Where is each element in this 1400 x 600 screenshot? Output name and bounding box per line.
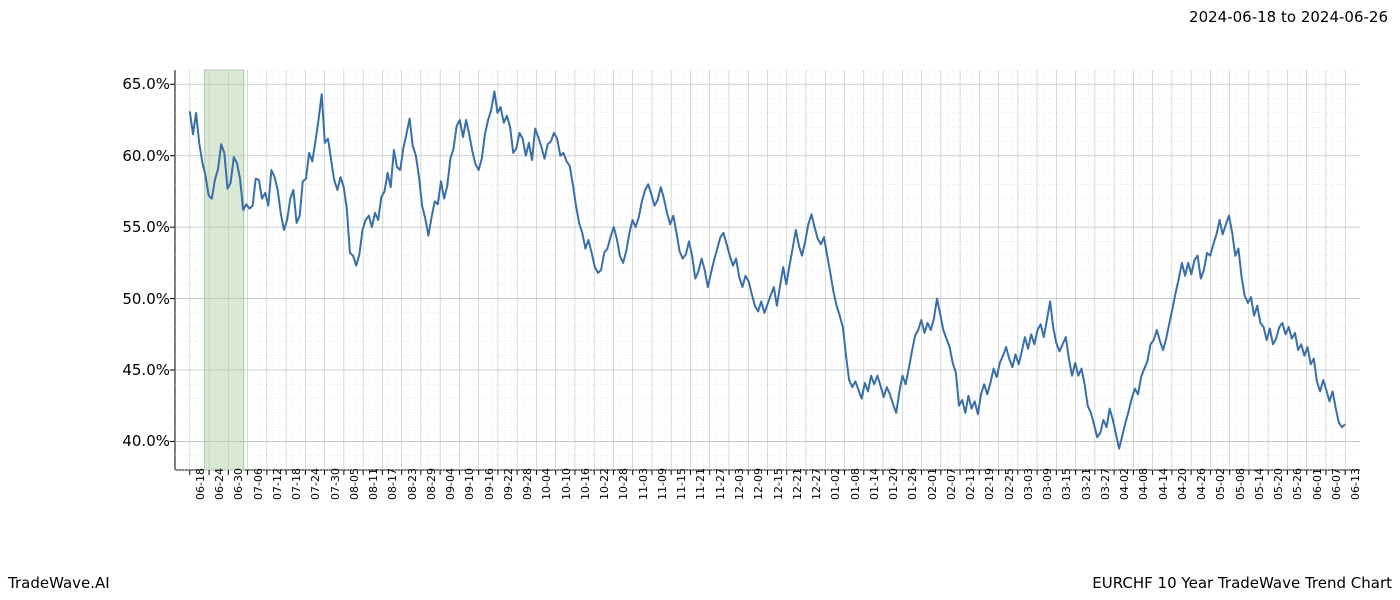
x-tick-label: 06-18 (194, 468, 207, 518)
y-tick-label: 45.0% (80, 361, 170, 379)
x-tick-label: 04-26 (1195, 468, 1208, 518)
y-tick-label: 65.0% (80, 75, 170, 93)
x-tick-label: 08-23 (406, 468, 419, 518)
x-tick-label: 07-30 (329, 468, 342, 518)
x-tick-label: 09-28 (521, 468, 534, 518)
x-tick-label: 10-28 (617, 468, 630, 518)
x-tick-label: 07-06 (252, 468, 265, 518)
x-tick-label: 03-15 (1060, 468, 1073, 518)
x-tick-label: 12-21 (791, 468, 804, 518)
y-tick-label: 40.0% (80, 432, 170, 450)
brand-label: TradeWave.AI (8, 574, 110, 592)
x-tick-label: 11-09 (656, 468, 669, 518)
x-tick-label: 06-13 (1349, 468, 1362, 518)
x-tick-label: 07-12 (271, 468, 284, 518)
x-tick-label: 09-22 (502, 468, 515, 518)
x-tick-label: 05-14 (1253, 468, 1266, 518)
x-tick-label: 01-02 (829, 468, 842, 518)
x-tick-label: 12-15 (772, 468, 785, 518)
date-range-label: 2024-06-18 to 2024-06-26 (1189, 8, 1388, 26)
y-tick-label: 60.0% (80, 147, 170, 165)
x-tick-label: 05-26 (1291, 468, 1304, 518)
x-tick-label: 02-25 (1003, 468, 1016, 518)
x-tick-label: 06-01 (1311, 468, 1324, 518)
x-tick-label: 06-07 (1330, 468, 1343, 518)
x-tick-label: 02-01 (926, 468, 939, 518)
x-tick-label: 09-04 (444, 468, 457, 518)
x-tick-label: 04-14 (1157, 468, 1170, 518)
x-tick-label: 05-08 (1234, 468, 1247, 518)
x-tick-label: 01-08 (849, 468, 862, 518)
x-tick-label: 01-14 (868, 468, 881, 518)
x-tick-label: 10-04 (540, 468, 553, 518)
x-tick-label: 12-09 (752, 468, 765, 518)
x-tick-label: 11-15 (675, 468, 688, 518)
x-tick-label: 03-09 (1041, 468, 1054, 518)
x-tick-label: 02-13 (964, 468, 977, 518)
y-tick-label: 55.0% (80, 218, 170, 236)
x-tick-label: 04-08 (1137, 468, 1150, 518)
x-tick-label: 03-03 (1022, 468, 1035, 518)
y-tick-label: 50.0% (80, 290, 170, 308)
x-tick-label: 11-27 (714, 468, 727, 518)
x-tick-label: 12-27 (810, 468, 823, 518)
x-tick-label: 10-22 (598, 468, 611, 518)
x-tick-label: 06-30 (232, 468, 245, 518)
x-tick-label: 04-20 (1176, 468, 1189, 518)
x-tick-label: 01-26 (906, 468, 919, 518)
chart-title-label: EURCHF 10 Year TradeWave Trend Chart (1092, 574, 1392, 592)
x-tick-label: 07-24 (309, 468, 322, 518)
x-tick-label: 09-16 (483, 468, 496, 518)
x-tick-label: 06-24 (213, 468, 226, 518)
x-tick-label: 01-20 (887, 468, 900, 518)
x-tick-label: 05-02 (1214, 468, 1227, 518)
x-tick-label: 08-17 (386, 468, 399, 518)
x-tick-label: 04-02 (1118, 468, 1131, 518)
x-tick-label: 08-29 (425, 468, 438, 518)
x-tick-label: 08-05 (348, 468, 361, 518)
x-tick-label: 07-18 (290, 468, 303, 518)
x-tick-label: 10-10 (560, 468, 573, 518)
x-tick-label: 03-27 (1099, 468, 1112, 518)
x-tick-label: 05-20 (1272, 468, 1285, 518)
x-tick-label: 02-07 (945, 468, 958, 518)
x-tick-label: 02-19 (983, 468, 996, 518)
x-tick-label: 10-16 (579, 468, 592, 518)
x-tick-label: 09-10 (463, 468, 476, 518)
x-tick-label: 11-21 (694, 468, 707, 518)
x-tick-label: 03-21 (1080, 468, 1093, 518)
x-tick-label: 11-03 (637, 468, 650, 518)
x-tick-label: 08-11 (367, 468, 380, 518)
x-tick-label: 12-03 (733, 468, 746, 518)
